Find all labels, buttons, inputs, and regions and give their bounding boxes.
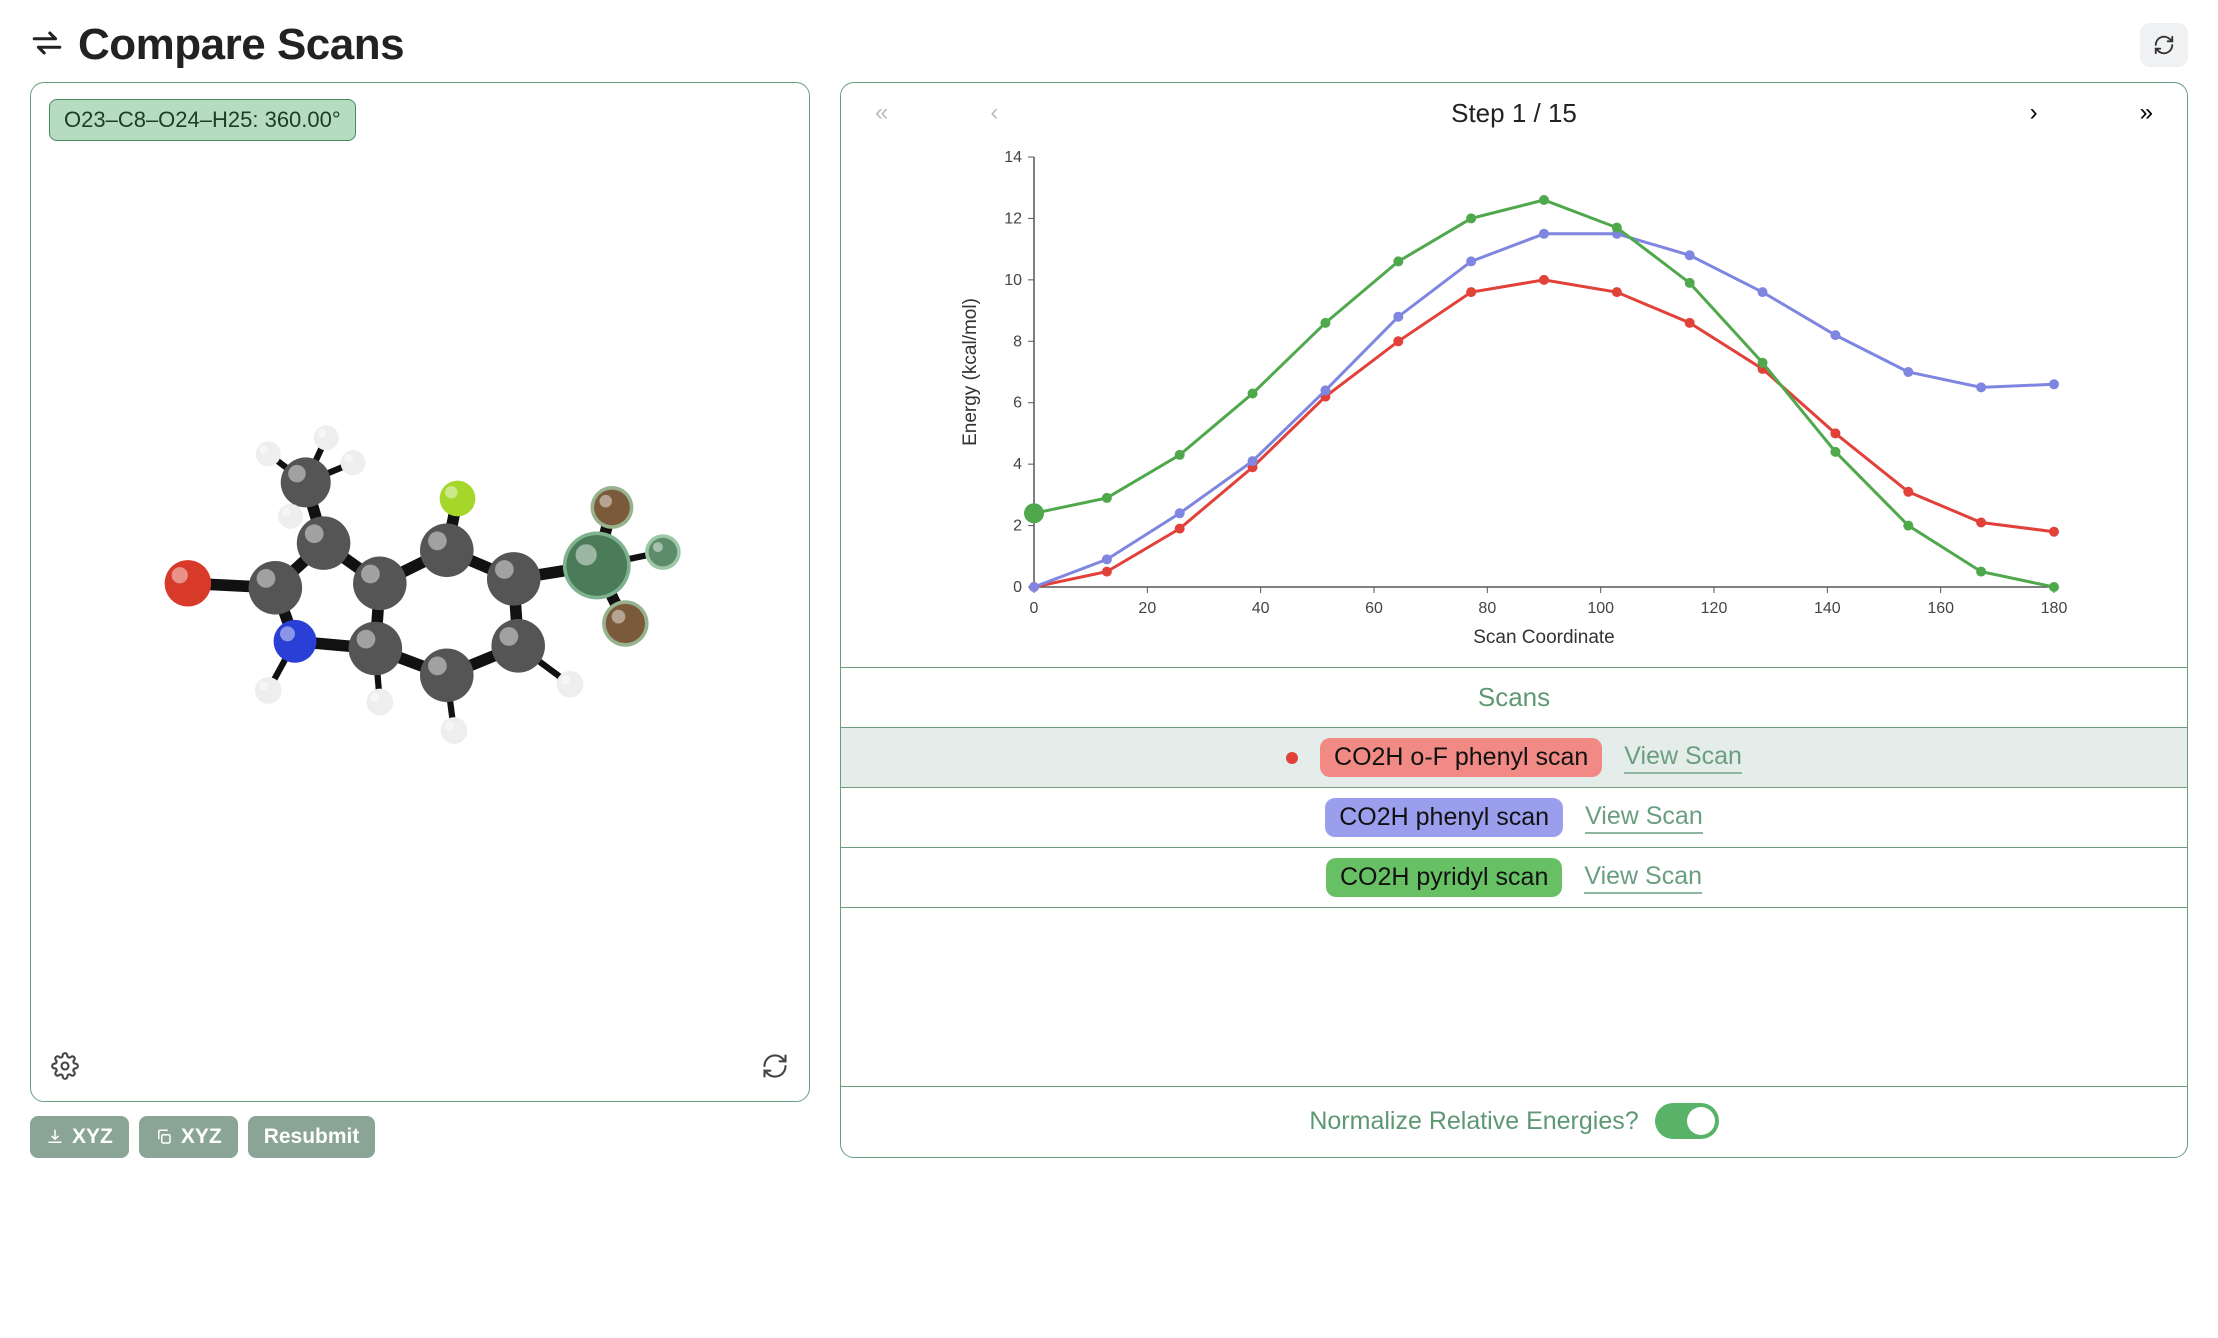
molecule-panel: O23–C8–O24–H25: 360.00° bbox=[30, 82, 810, 1102]
svg-text:60: 60 bbox=[1365, 600, 1383, 617]
svg-text:14: 14 bbox=[1004, 149, 1022, 166]
svg-text:4: 4 bbox=[1013, 456, 1022, 473]
svg-text:180: 180 bbox=[2041, 600, 2068, 617]
download-xyz-label: XYZ bbox=[72, 1125, 113, 1149]
energy-chart[interactable]: 02468101214020406080100120140160180Scan … bbox=[841, 137, 2187, 667]
molecule-viewer[interactable] bbox=[31, 83, 809, 1038]
svg-text:0: 0 bbox=[1013, 579, 1022, 596]
svg-text:40: 40 bbox=[1252, 600, 1270, 617]
svg-text:6: 6 bbox=[1013, 395, 1022, 412]
scan-row[interactable]: CO2H pyridyl scan View Scan bbox=[841, 848, 2187, 908]
svg-text:20: 20 bbox=[1138, 600, 1156, 617]
scan-row[interactable]: CO2H phenyl scan View Scan bbox=[841, 788, 2187, 848]
page-title: Compare Scans bbox=[78, 20, 404, 70]
prev-step-button[interactable]: ‹ bbox=[984, 97, 1004, 129]
scan-name-badge: CO2H pyridyl scan bbox=[1326, 858, 1562, 897]
svg-text:2: 2 bbox=[1013, 518, 1022, 535]
scans-section-title: Scans bbox=[841, 668, 2187, 728]
first-step-button[interactable]: « bbox=[869, 97, 894, 129]
download-xyz-button[interactable]: XYZ bbox=[30, 1116, 129, 1158]
scan-name-badge: CO2H o-F phenyl scan bbox=[1320, 738, 1602, 777]
normalize-label: Normalize Relative Energies? bbox=[1309, 1107, 1638, 1136]
svg-text:160: 160 bbox=[1927, 600, 1954, 617]
scan-name-badge: CO2H phenyl scan bbox=[1325, 798, 1563, 837]
step-label: Step 1 / 15 bbox=[1451, 98, 1577, 129]
view-scan-link[interactable]: View Scan bbox=[1585, 802, 1703, 834]
svg-text:140: 140 bbox=[1814, 600, 1841, 617]
next-step-button[interactable]: › bbox=[2024, 97, 2044, 129]
view-scan-link[interactable]: View Scan bbox=[1624, 742, 1742, 774]
resubmit-label: Resubmit bbox=[264, 1125, 360, 1149]
refresh-button[interactable] bbox=[2140, 23, 2188, 67]
svg-text:0: 0 bbox=[1030, 600, 1039, 617]
scan-panel: « ‹ Step 1 / 15 › » 02468101214020406080… bbox=[840, 82, 2188, 1158]
scan-row[interactable]: CO2H o-F phenyl scan View Scan bbox=[841, 728, 2187, 788]
view-scan-link[interactable]: View Scan bbox=[1584, 862, 1702, 894]
reload-view-button[interactable] bbox=[757, 1048, 793, 1087]
swap-icon bbox=[30, 26, 64, 65]
copy-xyz-label: XYZ bbox=[181, 1125, 222, 1149]
copy-xyz-button[interactable]: XYZ bbox=[139, 1116, 238, 1158]
resubmit-button[interactable]: Resubmit bbox=[248, 1116, 376, 1158]
svg-text:12: 12 bbox=[1004, 210, 1022, 227]
svg-text:120: 120 bbox=[1701, 600, 1728, 617]
svg-text:100: 100 bbox=[1587, 600, 1614, 617]
normalize-toggle[interactable] bbox=[1655, 1103, 1719, 1139]
svg-text:80: 80 bbox=[1478, 600, 1496, 617]
svg-text:8: 8 bbox=[1013, 333, 1022, 350]
settings-button[interactable] bbox=[47, 1048, 83, 1087]
svg-text:Scan Coordinate: Scan Coordinate bbox=[1473, 627, 1615, 648]
svg-text:Energy (kcal/mol): Energy (kcal/mol) bbox=[960, 298, 981, 446]
dihedral-badge: O23–C8–O24–H25: 360.00° bbox=[49, 99, 356, 141]
series-dot-icon bbox=[1286, 752, 1298, 764]
svg-text:10: 10 bbox=[1004, 272, 1022, 289]
last-step-button[interactable]: » bbox=[2134, 97, 2159, 129]
